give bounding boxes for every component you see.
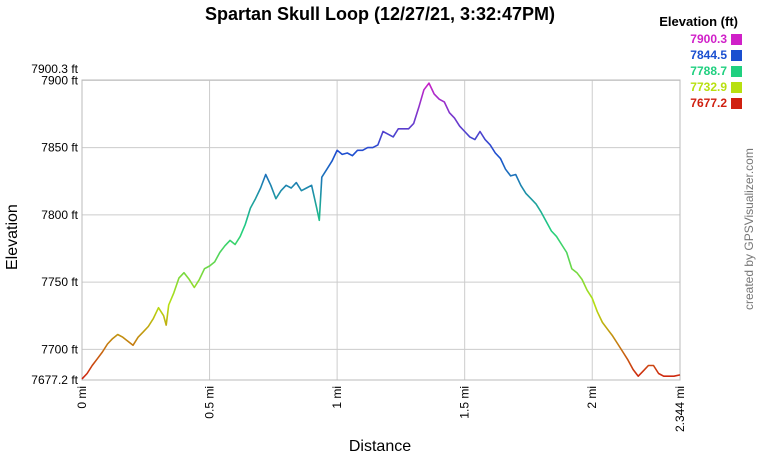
plot-frame [81, 79, 681, 381]
legend-swatch [731, 49, 742, 61]
legend-swatch [731, 33, 742, 45]
y-tick-label: 7900 ft [41, 73, 78, 87]
legend-entry-label: 7788.7 [690, 64, 727, 78]
y-axis-ticks: 7677.2 ft 7700 ft 7750 ft 7800 ft 7850 ft 790… [31, 62, 78, 387]
legend-entry-label: 7732.9 [690, 80, 727, 94]
y-axis-label: Elevation [4, 204, 21, 270]
grid-lines [82, 79, 680, 380]
x-tick-label: 2.344 mi [673, 386, 687, 432]
legend-entry: 7788.7 [690, 63, 742, 79]
x-tick-label: 2 mi [585, 386, 599, 409]
x-tick-label: 0 mi [75, 386, 89, 409]
x-axis-label: Distance [348, 438, 412, 455]
x-axis-ticks: 0 mi 0.5 mi 1 mi 1.5 mi 2 mi 2.344 mi [75, 386, 687, 432]
y-tick-label: 7750 ft [41, 275, 78, 289]
legend-swatch [731, 81, 742, 93]
legend: 7900.3 7844.5 7788.7 7732.9 7677.2 [690, 31, 742, 111]
x-tick-label: 1.5 mi [458, 386, 472, 419]
y-tick-label: 7700 ft [41, 342, 78, 356]
legend-entry: 7677.2 [690, 95, 742, 111]
legend-entry-label: 7900.3 [690, 32, 727, 46]
elevation-series-line [81, 82, 681, 380]
y-tick-label: 7677.2 ft [31, 373, 78, 387]
y-tick-label: 7800 ft [41, 208, 78, 222]
y-tick-label: 7850 ft [41, 141, 78, 155]
legend-entry: 7900.3 [690, 31, 742, 47]
y-tick-label: 7900.3 ft [31, 62, 78, 76]
x-tick-label: 1 mi [330, 386, 344, 409]
chart-title: Spartan Skull Loop (12/27/21, 3:32:47PM) [204, 4, 556, 24]
legend-entry: 7732.9 [690, 79, 742, 95]
x-tick-label: 0.5 mi [203, 386, 217, 419]
legend-entry-label: 7844.5 [690, 48, 727, 62]
legend-entry-label: 7677.2 [690, 96, 727, 110]
legend-swatch [731, 65, 742, 77]
legend-entry: 7844.5 [690, 47, 742, 63]
legend-swatch [731, 97, 742, 109]
legend-title: Elevation (ft) [659, 14, 738, 29]
credit-text: created by GPSVisualizer.com [742, 148, 756, 310]
